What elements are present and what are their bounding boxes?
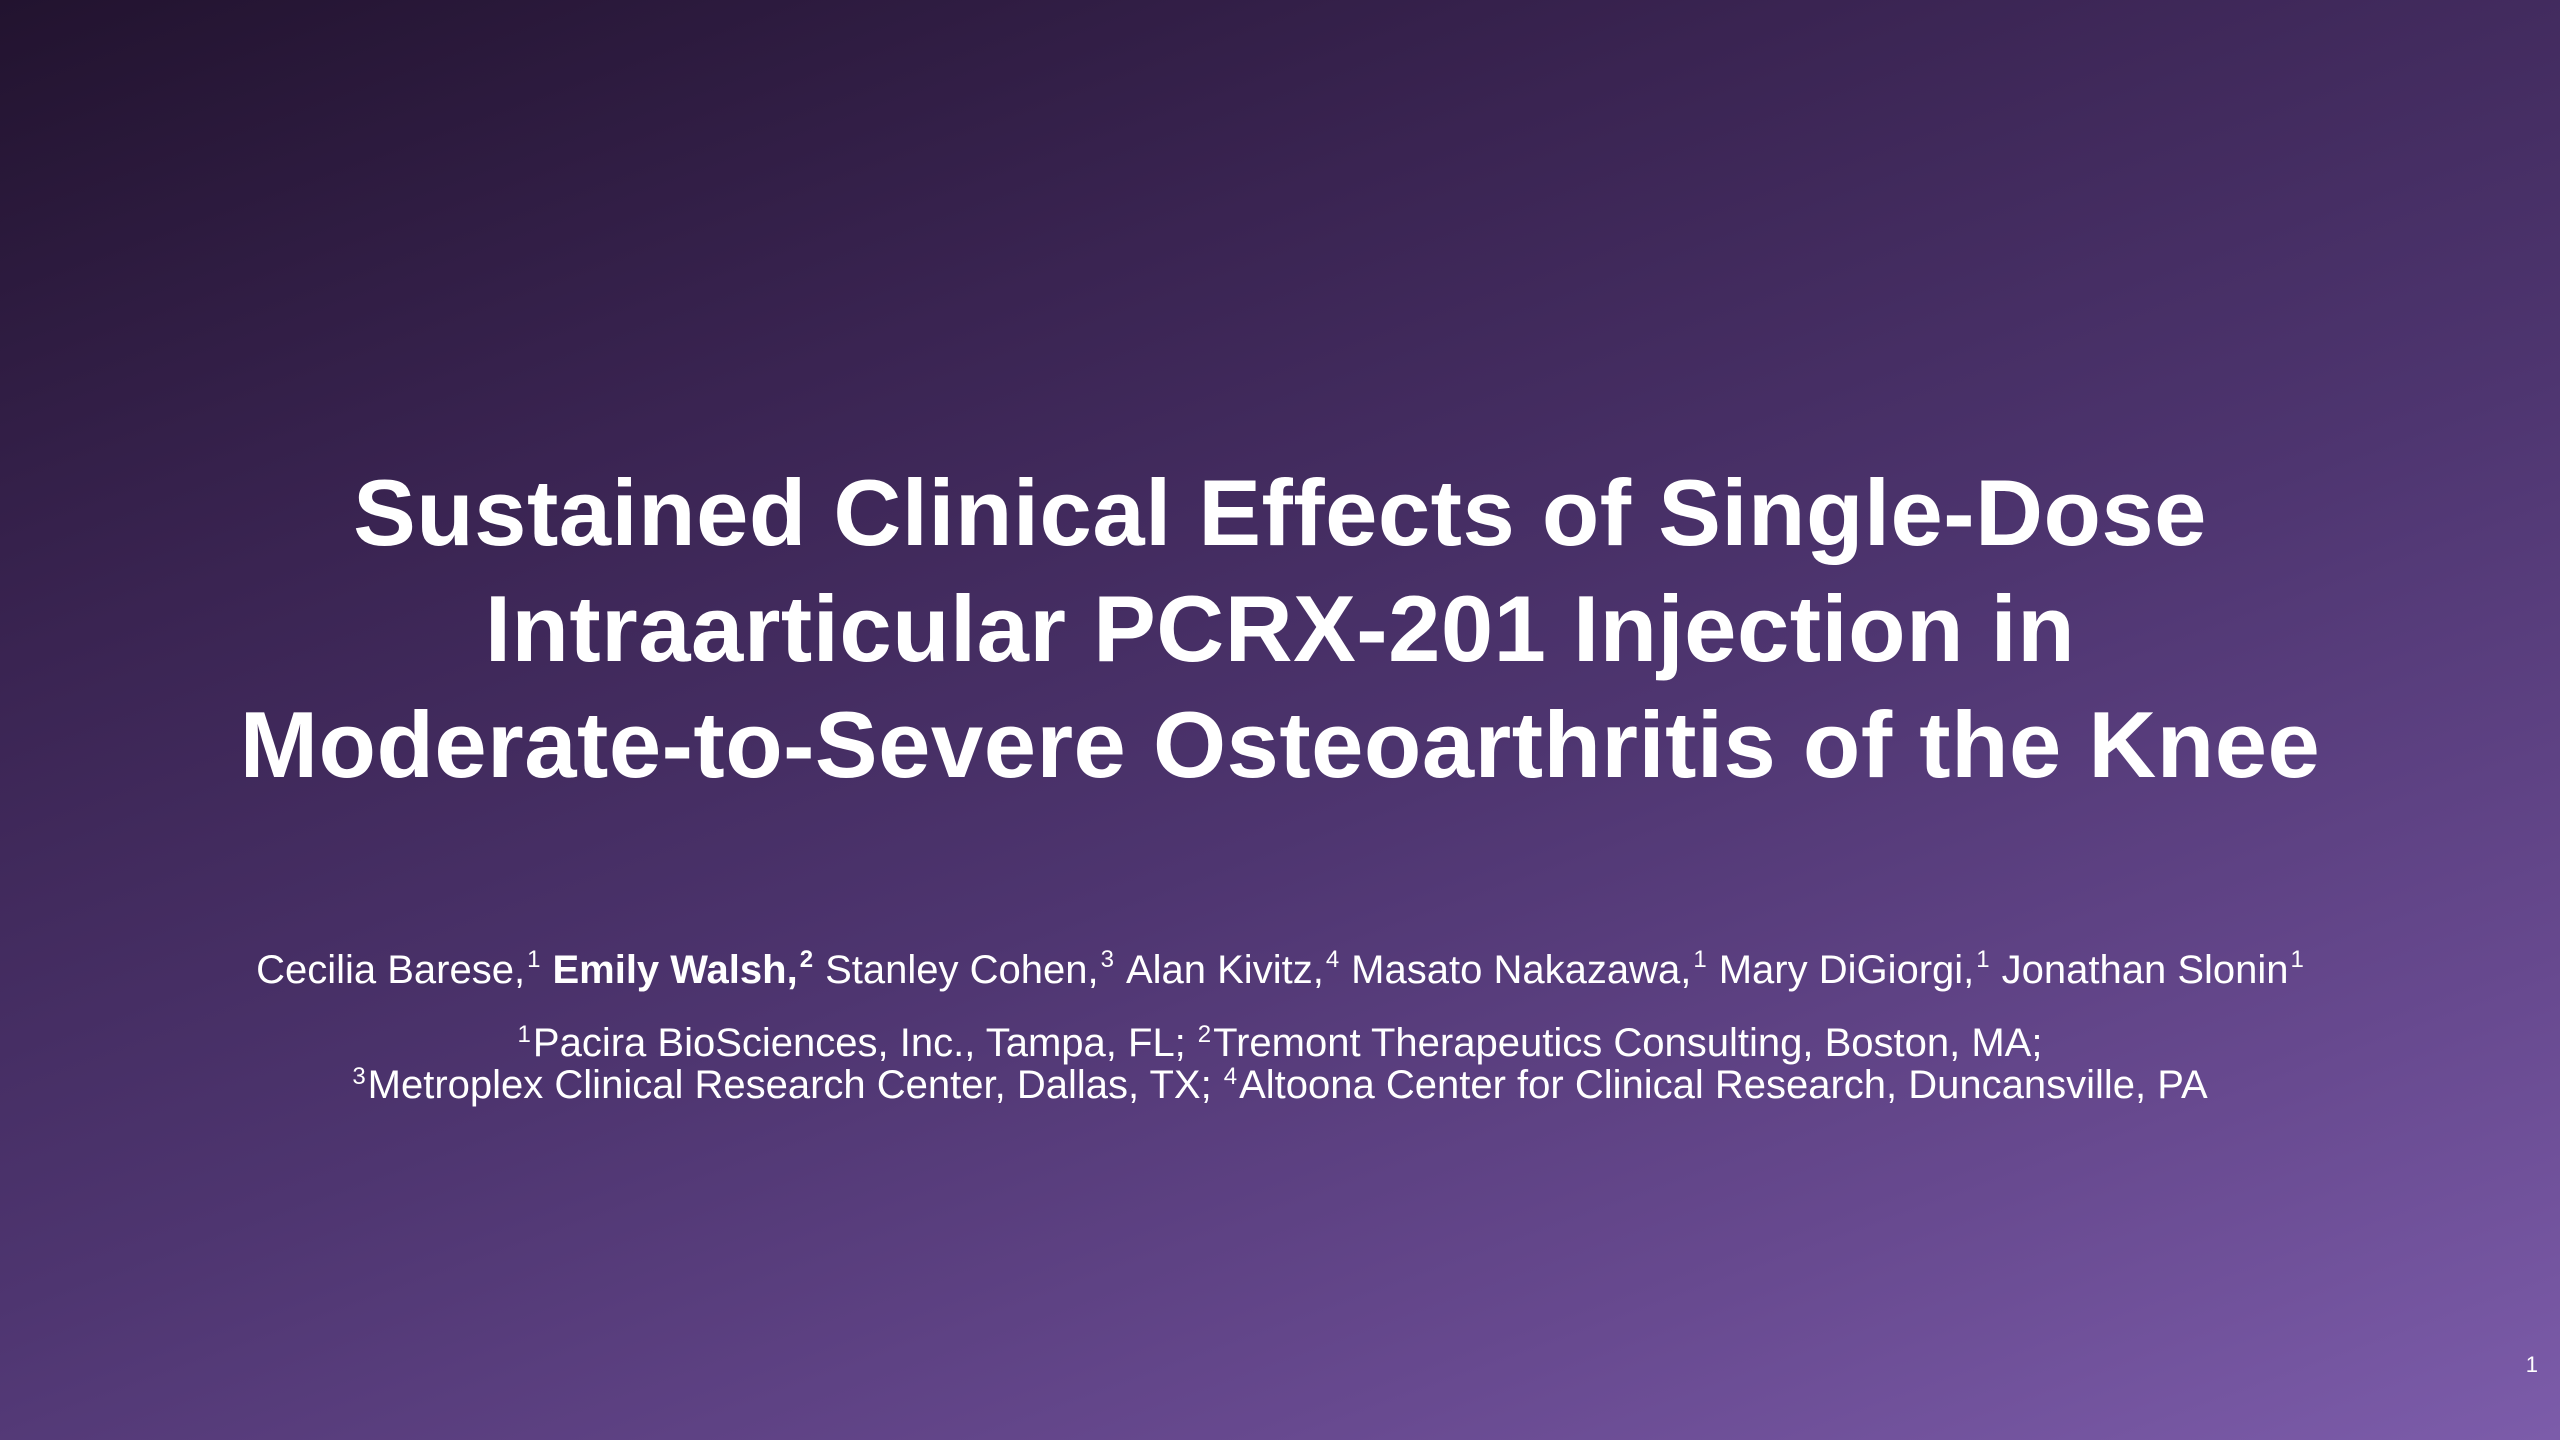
author-name: Alan Kivitz,: [1125, 948, 1324, 992]
author-affiliation-number: 1: [1693, 946, 1707, 973]
author-name: Emily Walsh,: [552, 948, 798, 992]
author-affiliation-number: 2: [799, 946, 814, 973]
author-affiliation-number: 4: [1325, 946, 1340, 973]
author: Jonathan Slonin1: [2001, 946, 2304, 993]
affiliation: 4Altoona Center for Clinical Research, D…: [1224, 1063, 2208, 1107]
affiliation-text: Altoona Center for Clinical Research, Du…: [1239, 1063, 2208, 1107]
affiliation-text: Metroplex Clinical Research Center, Dall…: [367, 1063, 1212, 1107]
author-affiliation-number: 3: [1100, 946, 1114, 973]
title-line: Moderate-to-Severe Osteoarthritis of the…: [239, 692, 2321, 797]
author: Stanley Cohen,3: [825, 946, 1114, 993]
affiliation-text: Tremont Therapeutics Consulting, Boston,…: [1213, 1021, 2043, 1065]
affiliations: 1Pacira BioSciences, Inc., Tampa, FL; 2Tr…: [0, 1022, 2560, 1106]
affiliation-line: 3Metroplex Clinical Research Center, Dal…: [0, 1064, 2560, 1106]
author-name: Mary DiGiorgi,: [1718, 948, 1975, 992]
author-name: Stanley Cohen,: [825, 948, 1099, 992]
author-affiliation-number: 1: [1976, 946, 1990, 973]
author: Mary DiGiorgi,1: [1718, 946, 1990, 993]
authors: Cecilia Barese,1 Emily Walsh,2 Stanley Coh…: [0, 948, 2560, 993]
page-number: 1: [2525, 1352, 2538, 1377]
affiliation-number: 4: [1223, 1063, 1238, 1090]
author-name: Cecilia Barese,: [256, 948, 526, 992]
affiliation-number: 2: [1197, 1021, 1212, 1048]
author: Alan Kivitz,4: [1125, 946, 1340, 993]
affiliation: 2Tremont Therapeutics Consulting, Boston…: [1198, 1021, 2043, 1065]
author-name: Masato Nakazawa,: [1351, 948, 1692, 992]
title-line: Sustained Clinical Effects of Single-Dos…: [353, 460, 2207, 565]
author-name: Jonathan Slonin: [2001, 948, 2289, 992]
author: Cecilia Barese,1: [256, 946, 541, 993]
author: Masato Nakazawa,1: [1351, 946, 1707, 993]
affiliation-line: 1Pacira BioSciences, Inc., Tampa, FL; 2Tr…: [0, 1022, 2560, 1064]
affiliation: 1Pacira BioSciences, Inc., Tampa, FL;: [518, 1021, 1186, 1065]
title: Sustained Clinical Effects of Single-Dos…: [0, 455, 2560, 803]
author: Emily Walsh,2: [552, 946, 814, 993]
author-affiliation-number: 1: [2290, 946, 2304, 973]
affiliation-text: Pacira BioSciences, Inc., Tampa, FL;: [532, 1021, 1186, 1065]
affiliation: 3Metroplex Clinical Research Center, Dal…: [352, 1063, 1211, 1107]
author-affiliation-number: 1: [527, 946, 541, 973]
affiliation-number: 1: [517, 1021, 531, 1048]
title-line: Intraarticular PCRX-201 Injection in: [484, 576, 2076, 681]
affiliation-number: 3: [352, 1063, 366, 1090]
